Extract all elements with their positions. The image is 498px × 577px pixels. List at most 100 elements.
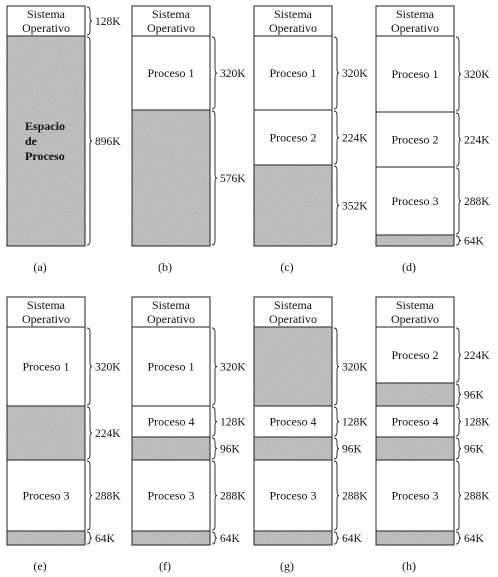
size-brace (455, 167, 462, 235)
size-brace (211, 531, 218, 545)
size-label: 288K (220, 491, 246, 503)
free-space-fill (254, 165, 332, 246)
free-space-fill (254, 531, 332, 545)
free-space-fill (7, 531, 85, 545)
free-block: 576K (132, 109, 246, 246)
memory-block: Proceso 4 128K (254, 405, 368, 437)
block-fill (376, 6, 454, 36)
size-label: 352K (342, 201, 368, 213)
size-label: 224K (342, 133, 368, 145)
block-label: Proceso 3 (392, 194, 439, 208)
block-label: Proceso 4 (148, 415, 195, 429)
diagram-caption: (a) (33, 260, 46, 274)
block-fill (7, 297, 85, 327)
block-fill (376, 36, 454, 112)
os-label: Sistema (27, 7, 66, 21)
size-label: 96K (464, 444, 485, 456)
os-label: Sistema (152, 7, 191, 21)
size-brace (333, 460, 340, 531)
free-block: 224K (7, 405, 121, 460)
size-brace (211, 406, 218, 437)
size-label: 320K (464, 69, 490, 81)
size-brace (211, 36, 218, 110)
size-label: 320K (220, 68, 246, 80)
diagram-frame (253, 5, 333, 247)
block-label: Proceso 4 (270, 415, 317, 429)
size-label: 128K (95, 16, 121, 28)
size-brace (333, 165, 340, 246)
free-space-fill (7, 36, 85, 246)
block-label: Proceso 3 (270, 489, 317, 503)
block-fill (376, 167, 454, 235)
free-block: 96K (132, 436, 241, 460)
memory-block: Proceso 3 288K (376, 459, 490, 531)
block-fill (254, 36, 332, 110)
memory-block: Proceso 1 320K (7, 326, 121, 406)
size-brace (86, 406, 93, 460)
free-space-fill (254, 327, 332, 406)
size-brace (455, 531, 462, 545)
os-label: Operativo (22, 312, 70, 326)
memory-block: Proceso 1 320K (132, 35, 246, 110)
size-brace (455, 327, 462, 383)
size-label: 288K (95, 491, 121, 503)
size-brace (455, 406, 462, 437)
memory-block: Proceso 2 224K (254, 109, 368, 165)
block-label: Proceso 1 (270, 66, 317, 80)
memory-block: Proceso 3 288K (7, 459, 121, 531)
block-fill (254, 297, 332, 327)
size-label: 288K (464, 491, 490, 503)
block-fill (254, 110, 332, 165)
size-brace (86, 327, 93, 406)
block-label: Espacio (25, 119, 65, 133)
os-label: Operativo (391, 312, 439, 326)
size-label: 576K (220, 173, 246, 185)
free-space-fill (254, 437, 332, 460)
block-fill (132, 6, 210, 36)
os-label: Operativo (22, 21, 70, 35)
free-block: 96K (376, 436, 485, 460)
free-block: 64K (376, 234, 485, 248)
block-label: Proceso 1 (148, 66, 195, 80)
os-label: Sistema (396, 7, 435, 21)
size-brace (333, 531, 340, 545)
block-fill (7, 327, 85, 406)
diagram-caption: (e) (33, 559, 46, 573)
size-brace (455, 437, 462, 460)
size-label: 288K (342, 491, 368, 503)
diagram-caption: (d) (402, 260, 416, 274)
size-brace (86, 36, 93, 246)
free-block: 352K (254, 164, 368, 246)
block-fill (376, 297, 454, 327)
size-brace (333, 406, 340, 437)
block-fill (376, 406, 454, 437)
size-label: 320K (220, 362, 246, 374)
os-label: Operativo (269, 312, 317, 326)
free-space-fill (7, 406, 85, 460)
size-brace (333, 437, 340, 460)
block-label: de (25, 134, 38, 148)
diagram-frame (375, 5, 455, 247)
free-space-fill (132, 110, 210, 246)
block-fill (254, 6, 332, 36)
block-label: Proceso 1 (392, 67, 439, 81)
size-brace (455, 112, 462, 167)
size-label: 128K (342, 417, 368, 429)
diagram-caption: (f) (159, 559, 171, 573)
diagram-caption: (g) (280, 559, 294, 573)
diagram-caption: (h) (402, 559, 416, 573)
diagram-caption: (c) (280, 260, 293, 274)
memory-block: Proceso 2 224K (376, 111, 490, 167)
memory-block: Proceso 1 320K (254, 35, 368, 110)
size-label: 320K (342, 362, 368, 374)
